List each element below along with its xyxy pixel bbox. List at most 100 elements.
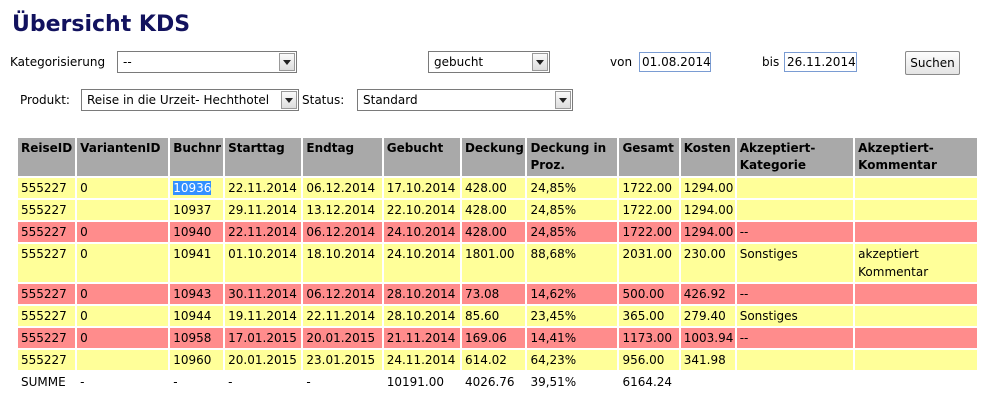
label: von <box>610 55 633 69</box>
table-cell <box>855 306 977 326</box>
table-cell: 06.12.2014 <box>303 178 382 198</box>
table-cell: 22.11.2014 <box>225 178 302 198</box>
table-cell: 10940 <box>170 222 224 242</box>
column-header: Akzeptiert-Kommentar <box>855 138 977 176</box>
table-cell: 10943 <box>170 284 224 304</box>
date-input[interactable]: 26.11.2014 <box>784 52 857 72</box>
table-cell: 555227 <box>18 350 76 370</box>
table-cell: 1003.94 <box>680 328 735 348</box>
table-cell: 10941 <box>170 244 224 282</box>
table-cell: 0 <box>77 178 169 198</box>
table-cell: 14,41% <box>527 328 618 348</box>
table-cell: -- <box>736 222 854 242</box>
select-value: Standard <box>363 93 418 107</box>
table-cell: 06.12.2014 <box>303 222 382 242</box>
table-cell: 555227 <box>18 178 76 198</box>
table-cell: 1722.00 <box>619 222 679 242</box>
table-cell: 22.10.2014 <box>383 200 460 220</box>
column-header: VariantenID <box>77 138 169 176</box>
table-cell: akzeptiert Kommentar <box>855 244 977 282</box>
table-cell: 24.10.2014 <box>383 244 460 282</box>
table-cell: 1294.00 <box>680 200 735 220</box>
table-cell: 2031.00 <box>619 244 679 282</box>
select-value: -- <box>123 55 132 69</box>
sum-cell: - <box>80 375 85 389</box>
select[interactable]: gebucht <box>428 51 550 73</box>
label: Produkt: <box>20 93 70 107</box>
table-cell <box>855 284 977 304</box>
results-table: ReiseID VariantenID Buchnr Starttag Endtag Ge… <box>16 136 979 394</box>
sum-cell <box>855 372 977 392</box>
search-button[interactable]: Suchen <box>905 51 960 75</box>
table-cell: 17.01.2015 <box>225 328 302 348</box>
table-row: 555227 0 10944 19.11.2014 22.11.2014 28.10.20… <box>18 306 977 326</box>
table-cell: 1801.00 <box>461 244 526 282</box>
table-cell: 1294.00 <box>680 178 735 198</box>
table-cell <box>736 350 854 370</box>
table-cell: 85.60 <box>461 306 526 326</box>
table-cell: 10937 <box>170 200 224 220</box>
table-cell: 555227 <box>18 222 76 242</box>
table-row: 555227 0 10943 30.11.2014 06.12.2014 28.10.20… <box>18 284 977 304</box>
table-cell: 0 <box>77 244 169 282</box>
column-header: Akzeptiert-Kategorie <box>736 138 854 176</box>
table-cell: 24.11.2014 <box>383 350 460 370</box>
table-cell: 169.06 <box>461 328 526 348</box>
selected-text: 10936 <box>173 181 212 195</box>
select[interactable]: Reise in die Urzeit- Hechthotel <box>81 89 299 111</box>
table-row: 555227 0 10958 17.01.2015 20.01.2015 21.11.20… <box>18 328 977 348</box>
sum-cell: - <box>173 375 178 389</box>
column-header: Endtag <box>303 138 382 176</box>
table-cell: 341.98 <box>680 350 735 370</box>
sum-row: SUMME - - - -10191.00 4026.76 39,51% 6164.24 <box>18 372 977 392</box>
sum-cell <box>681 372 735 392</box>
table-cell: 20.01.2015 <box>225 350 302 370</box>
label: Kategorisierung <box>10 55 106 69</box>
column-header: Deckung <box>461 138 526 176</box>
table-cell: 1294.00 <box>680 222 735 242</box>
table-cell: 1722.00 <box>619 178 679 198</box>
page-title: Übersicht KDS <box>12 12 191 37</box>
select[interactable]: -- <box>117 51 297 73</box>
header-row: ReiseID VariantenID Buchnr Starttag Endtag Ge… <box>18 138 977 176</box>
sum-cell: SUMME <box>21 375 66 389</box>
table-cell: Sonstiges <box>736 306 854 326</box>
table-cell: 230.00 <box>680 244 735 282</box>
table-cell: 10936 <box>170 178 224 198</box>
table-cell: 279.40 <box>680 306 735 326</box>
table-row: 555227 10960 20.01.2015 23.01.2015 24.11.201… <box>18 350 977 370</box>
select[interactable]: Standard <box>357 89 573 111</box>
table-cell: 500.00 <box>619 284 679 304</box>
column-header: Kosten <box>680 138 735 176</box>
table-cell: 17.10.2014 <box>383 178 460 198</box>
table-cell: 428.00 <box>461 222 526 242</box>
table-cell: 24,85% <box>527 222 618 242</box>
date-input[interactable]: 01.08.2014 <box>639 52 711 72</box>
table-cell: 555227 <box>18 244 76 282</box>
sum-cell: 39,51% <box>530 375 577 389</box>
table-cell: 555227 <box>18 284 76 304</box>
table-cell: 64,23% <box>527 350 618 370</box>
table-cell: -- <box>736 284 854 304</box>
table-cell: 0 <box>77 306 169 326</box>
sum-cell: - <box>306 375 311 389</box>
table-cell: 22.11.2014 <box>303 306 382 326</box>
table-cell: 0 <box>77 284 169 304</box>
table-cell: 956.00 <box>619 350 679 370</box>
table-cell <box>736 200 854 220</box>
sum-cell: 10191.00 <box>386 375 444 389</box>
table-cell: 0 <box>77 328 169 348</box>
table-row: 555227 0 10941 01.10.2014 18.10.2014 24.10.20… <box>18 244 977 282</box>
column-header: ReiseID <box>18 138 76 176</box>
table-cell: 555227 <box>18 328 76 348</box>
table-cell: 10960 <box>170 350 224 370</box>
table-body: 555227 0 10936 22.11.2014 06.12.2014 17.10.20… <box>18 178 977 392</box>
sum-cell <box>737 372 853 392</box>
table-row: 555227 0 10936 22.11.2014 06.12.2014 17.10.20… <box>18 178 977 198</box>
table-cell: 24,85% <box>527 200 618 220</box>
table-cell: 24,85% <box>527 178 618 198</box>
table-cell: 426.92 <box>680 284 735 304</box>
table-cell: -- <box>736 328 854 348</box>
table-cell: 20.01.2015 <box>303 328 382 348</box>
